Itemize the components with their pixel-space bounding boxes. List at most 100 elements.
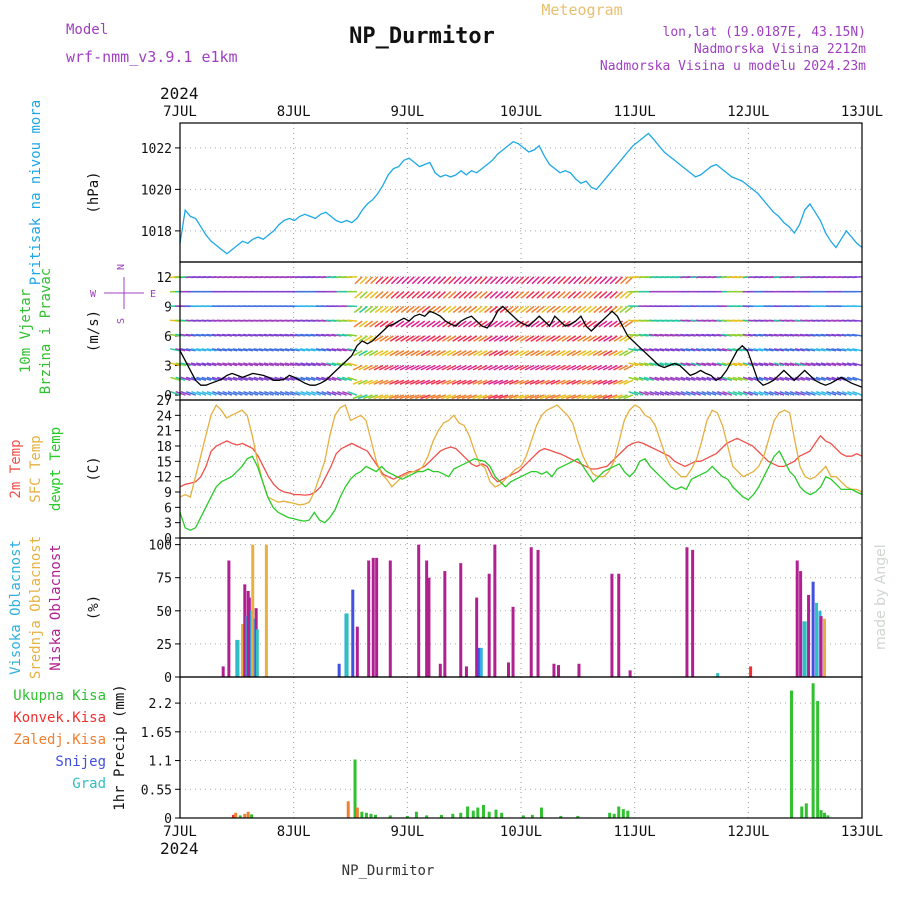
wind-barb	[441, 335, 452, 342]
wind-barb	[411, 276, 421, 285]
wind-barb	[227, 376, 238, 382]
wind-barb	[446, 394, 457, 400]
wind-barb	[732, 362, 743, 367]
compass-south: S	[116, 318, 127, 324]
wind-barb	[279, 390, 290, 396]
wind-barb	[357, 394, 368, 400]
wind-barb	[431, 305, 441, 314]
wind-barb	[436, 335, 446, 342]
x-tick-label-top: 8JUL	[277, 104, 311, 120]
wind-barb	[670, 376, 681, 382]
wind-barb	[846, 348, 857, 352]
wind-barb	[680, 348, 691, 352]
wind-barb	[567, 276, 577, 285]
wind-barb	[394, 379, 405, 385]
wind-barb	[441, 394, 451, 400]
wind-barb	[576, 394, 587, 400]
wind-barb	[805, 348, 816, 352]
wind-barb	[373, 394, 384, 400]
wind-barb	[701, 348, 712, 352]
wind-barb	[427, 276, 436, 285]
wind-barb	[820, 376, 831, 382]
wind-barb	[847, 390, 858, 396]
wind-barb	[364, 320, 374, 328]
wind-barb	[243, 390, 254, 396]
wind-barb	[810, 348, 821, 352]
wind-barb	[520, 305, 530, 314]
wind-barb	[578, 291, 587, 299]
wind-barb	[185, 390, 196, 396]
panel-label: 10m Vjetar	[18, 289, 34, 373]
wind-barb	[336, 376, 347, 382]
wind-barb	[763, 376, 774, 382]
wind-barb	[597, 394, 608, 400]
wind-barb	[368, 350, 379, 357]
wind-barb	[618, 364, 629, 371]
wind-barb	[597, 364, 608, 371]
model-name: wrf-nmm_v3.9.1 e1km	[66, 48, 238, 66]
wind-barb	[378, 379, 389, 385]
wind-barb	[425, 394, 436, 400]
wind-barb	[815, 376, 826, 382]
wind-barb	[799, 348, 811, 352]
wind-barb	[598, 335, 608, 342]
wind-barb	[582, 335, 592, 342]
wind-barb	[572, 320, 582, 328]
wind-barb	[452, 305, 462, 314]
wind-barb	[503, 379, 514, 385]
wind-barb	[269, 390, 280, 396]
wind-barb	[415, 335, 426, 342]
wind-barb	[268, 348, 280, 352]
y-tick-label: 9	[164, 300, 172, 315]
wind-barb	[436, 320, 446, 328]
bar	[819, 810, 823, 818]
wind-barb	[394, 364, 405, 371]
wind-barb	[347, 333, 358, 337]
wind-barb	[425, 364, 436, 371]
y-tick-label: 0	[164, 532, 172, 547]
bar	[369, 813, 373, 818]
wind-barb	[489, 291, 499, 299]
wind-barb	[536, 305, 545, 314]
wind-barb	[373, 350, 384, 357]
wind-barb	[669, 348, 680, 352]
wind-barb	[546, 305, 556, 314]
y-tick-label: 21	[156, 425, 172, 440]
wind-barb	[680, 362, 691, 367]
wind-barb	[576, 364, 587, 371]
wind-barb	[237, 376, 248, 382]
wind-barb	[374, 320, 384, 328]
wind-barb	[385, 276, 394, 285]
wind-barb	[577, 305, 587, 314]
wind-barb	[716, 390, 727, 396]
wind-barb	[217, 390, 228, 396]
wind-barb	[289, 362, 300, 367]
series-line	[179, 404, 863, 506]
wind-barb	[389, 364, 399, 371]
wind-barb	[380, 276, 389, 285]
wind-barb	[400, 320, 410, 328]
bar	[826, 815, 830, 818]
wind-barb	[368, 379, 379, 385]
wind-barb	[347, 362, 358, 367]
wind-barb	[191, 390, 202, 396]
wind-barb	[467, 364, 478, 371]
panel-label: Niska Oblacnost	[48, 544, 64, 670]
wind-barb	[846, 362, 857, 367]
wind-barb	[711, 390, 722, 396]
wind-barb	[264, 390, 274, 396]
wind-barb	[524, 379, 535, 385]
wind-barb	[310, 390, 321, 396]
wind-barb	[758, 348, 769, 352]
wind-barb	[473, 305, 483, 314]
wind-barb	[494, 320, 504, 328]
wind-barb	[608, 335, 618, 342]
wind-barb	[711, 348, 722, 352]
wind-barb	[206, 362, 217, 367]
wind-barb	[560, 379, 571, 385]
wind-barb	[409, 379, 420, 385]
wind-barb	[364, 291, 374, 299]
wind-barb	[478, 305, 488, 314]
model-label: Model	[66, 22, 108, 38]
bar	[250, 814, 254, 818]
